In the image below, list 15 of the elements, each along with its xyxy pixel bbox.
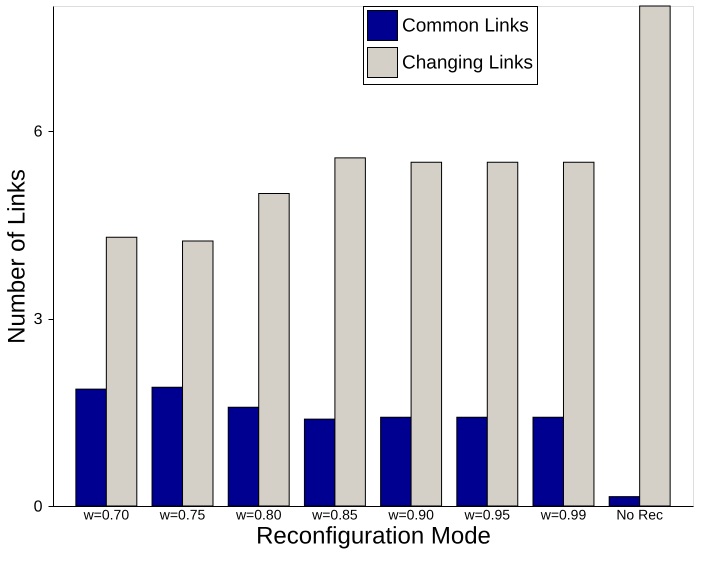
x-axis-title: Reconfiguration Mode (256, 522, 491, 550)
x-tick-label: w=0.99 (540, 506, 586, 522)
legend-label: Changing Links (402, 52, 533, 74)
x-tick-label: No Rec (616, 506, 664, 522)
x-tick-label: w=0.70 (82, 506, 130, 522)
x-tick-label: w=0.90 (387, 506, 434, 522)
x-tick-label: w=0.85 (311, 506, 358, 522)
x-tick-label: w=0.75 (158, 506, 206, 522)
y-tick-label: 6 (34, 124, 43, 140)
x-tick-label: w=0.80 (234, 506, 282, 522)
y-axis-title: Number of Links (4, 169, 31, 344)
legend-label: Common Links (402, 16, 529, 36)
x-tick-label: w=0.95 (464, 506, 510, 522)
y-tick-label: 0 (34, 498, 43, 516)
y-tick-label: 3 (34, 311, 43, 328)
